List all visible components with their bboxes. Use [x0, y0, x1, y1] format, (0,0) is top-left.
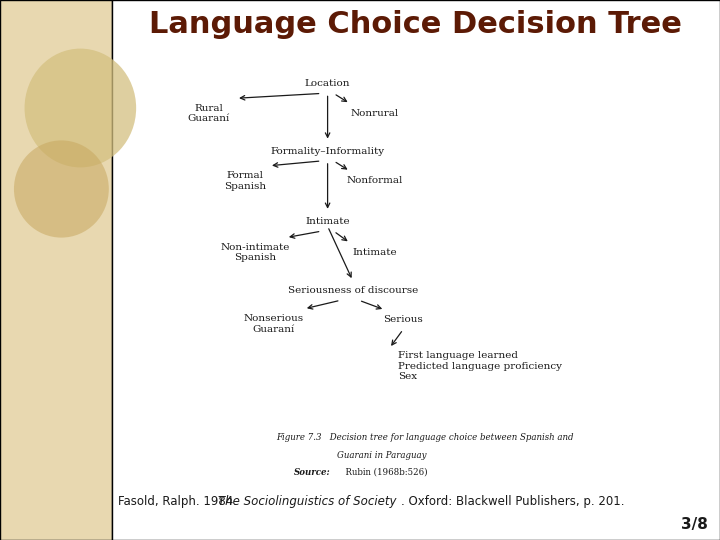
Text: Guarani in Paraguay: Guarani in Paraguay [337, 451, 426, 460]
Text: Nonformal: Nonformal [346, 177, 402, 185]
Text: Intimate: Intimate [305, 217, 350, 226]
Text: Language Choice Decision Tree: Language Choice Decision Tree [149, 10, 683, 39]
Text: . Oxford: Blackwell Publishers, p. 201.: . Oxford: Blackwell Publishers, p. 201. [400, 495, 624, 508]
Text: Intimate: Intimate [352, 248, 397, 257]
Text: Nonserious
Guaraní: Nonserious Guaraní [243, 314, 304, 334]
Text: Formal
Spanish: Formal Spanish [224, 171, 266, 191]
Text: First language learned
Predicted language proficiency
Sex: First language learned Predicted languag… [398, 351, 562, 381]
Text: Serious: Serious [383, 315, 423, 324]
Text: Non-intimate
Spanish: Non-intimate Spanish [221, 243, 290, 262]
Text: Source:: Source: [294, 468, 330, 477]
Text: Rubin (1968b:526): Rubin (1968b:526) [340, 468, 428, 477]
Text: Fasold, Ralph. 1984.: Fasold, Ralph. 1984. [117, 495, 240, 508]
Text: Seriousness of discourse: Seriousness of discourse [288, 286, 418, 295]
Text: 3/8: 3/8 [681, 517, 708, 532]
Text: Rural
Guaraní: Rural Guaraní [188, 104, 230, 123]
Text: Figure 7.3   Decision tree for language choice between Spanish and: Figure 7.3 Decision tree for language ch… [276, 433, 573, 442]
Text: The Sociolinguistics of Society: The Sociolinguistics of Society [218, 495, 397, 508]
Text: Nonrural: Nonrural [350, 109, 399, 118]
Text: Location: Location [305, 79, 351, 88]
Text: Formality–Informality: Formality–Informality [271, 147, 384, 156]
